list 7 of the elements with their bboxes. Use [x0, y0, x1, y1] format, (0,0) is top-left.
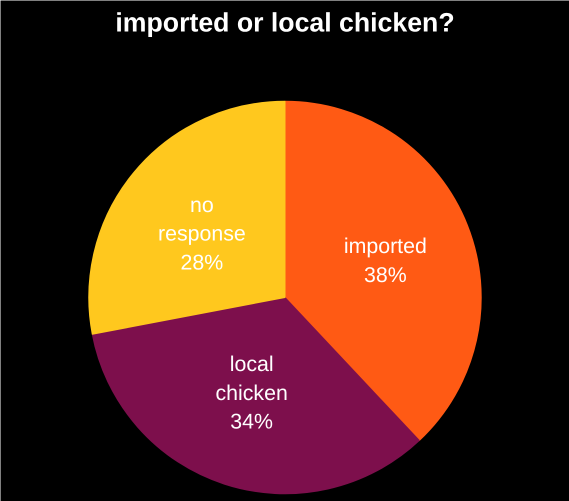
data-label: 38% [364, 263, 407, 288]
slice-label: local chicken [215, 352, 288, 405]
data-label: 28% [180, 250, 224, 274]
slice-label: no response [158, 192, 246, 246]
slice-label: imported [344, 234, 427, 258]
data-label: 34% [230, 410, 274, 434]
chart-title: imported or local chicken? [115, 8, 455, 38]
